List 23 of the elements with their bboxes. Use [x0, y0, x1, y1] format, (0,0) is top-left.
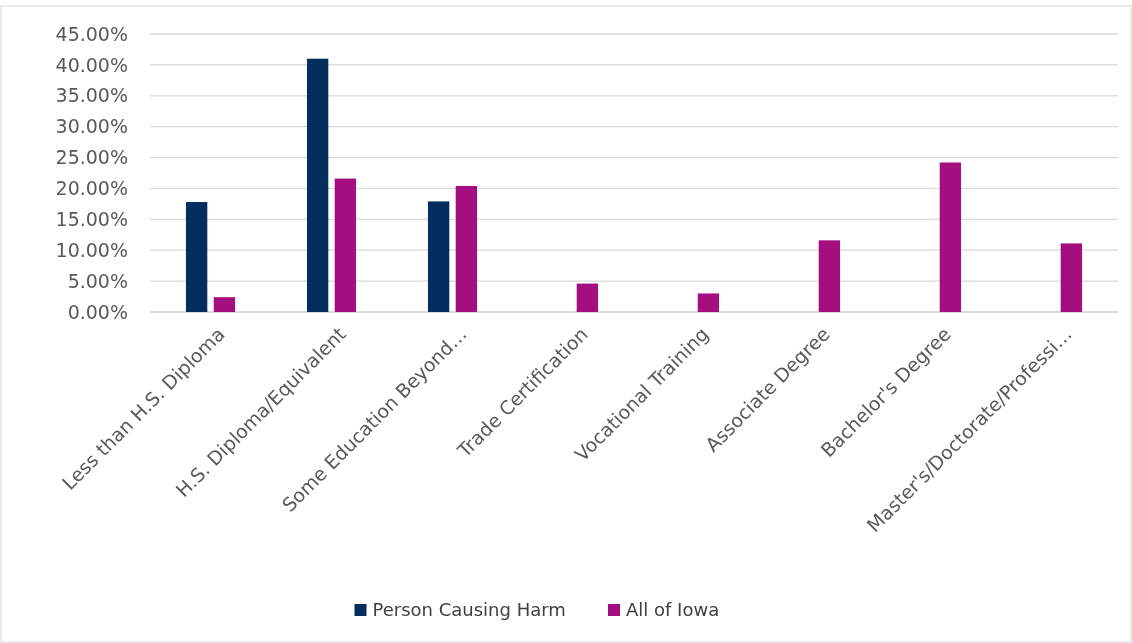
- legend-label: Person Causing Harm: [372, 599, 566, 621]
- bar: [427, 201, 450, 312]
- bar: [939, 162, 962, 312]
- bar: [334, 178, 357, 312]
- y-tick-label: 35.00%: [55, 84, 128, 107]
- legend-label: All of Iowa: [626, 599, 720, 621]
- bar: [213, 297, 236, 312]
- y-tick-label: 0.00%: [67, 300, 128, 323]
- y-tick-label: 45.00%: [55, 22, 128, 45]
- bar: [818, 240, 841, 312]
- bar: [697, 293, 720, 312]
- bar: [185, 202, 208, 312]
- y-tick-label: 30.00%: [55, 115, 128, 138]
- y-tick-label: 10.00%: [55, 238, 128, 261]
- bar: [455, 185, 478, 312]
- y-tick-label: 25.00%: [55, 146, 128, 169]
- y-tick-label: 15.00%: [55, 207, 128, 230]
- y-tick-label: 40.00%: [55, 53, 128, 76]
- y-tick-label: 20.00%: [55, 177, 128, 200]
- y-tick-label: 5.00%: [67, 269, 128, 292]
- bar: [576, 283, 599, 312]
- bar: [306, 58, 329, 312]
- bar: [1060, 243, 1083, 312]
